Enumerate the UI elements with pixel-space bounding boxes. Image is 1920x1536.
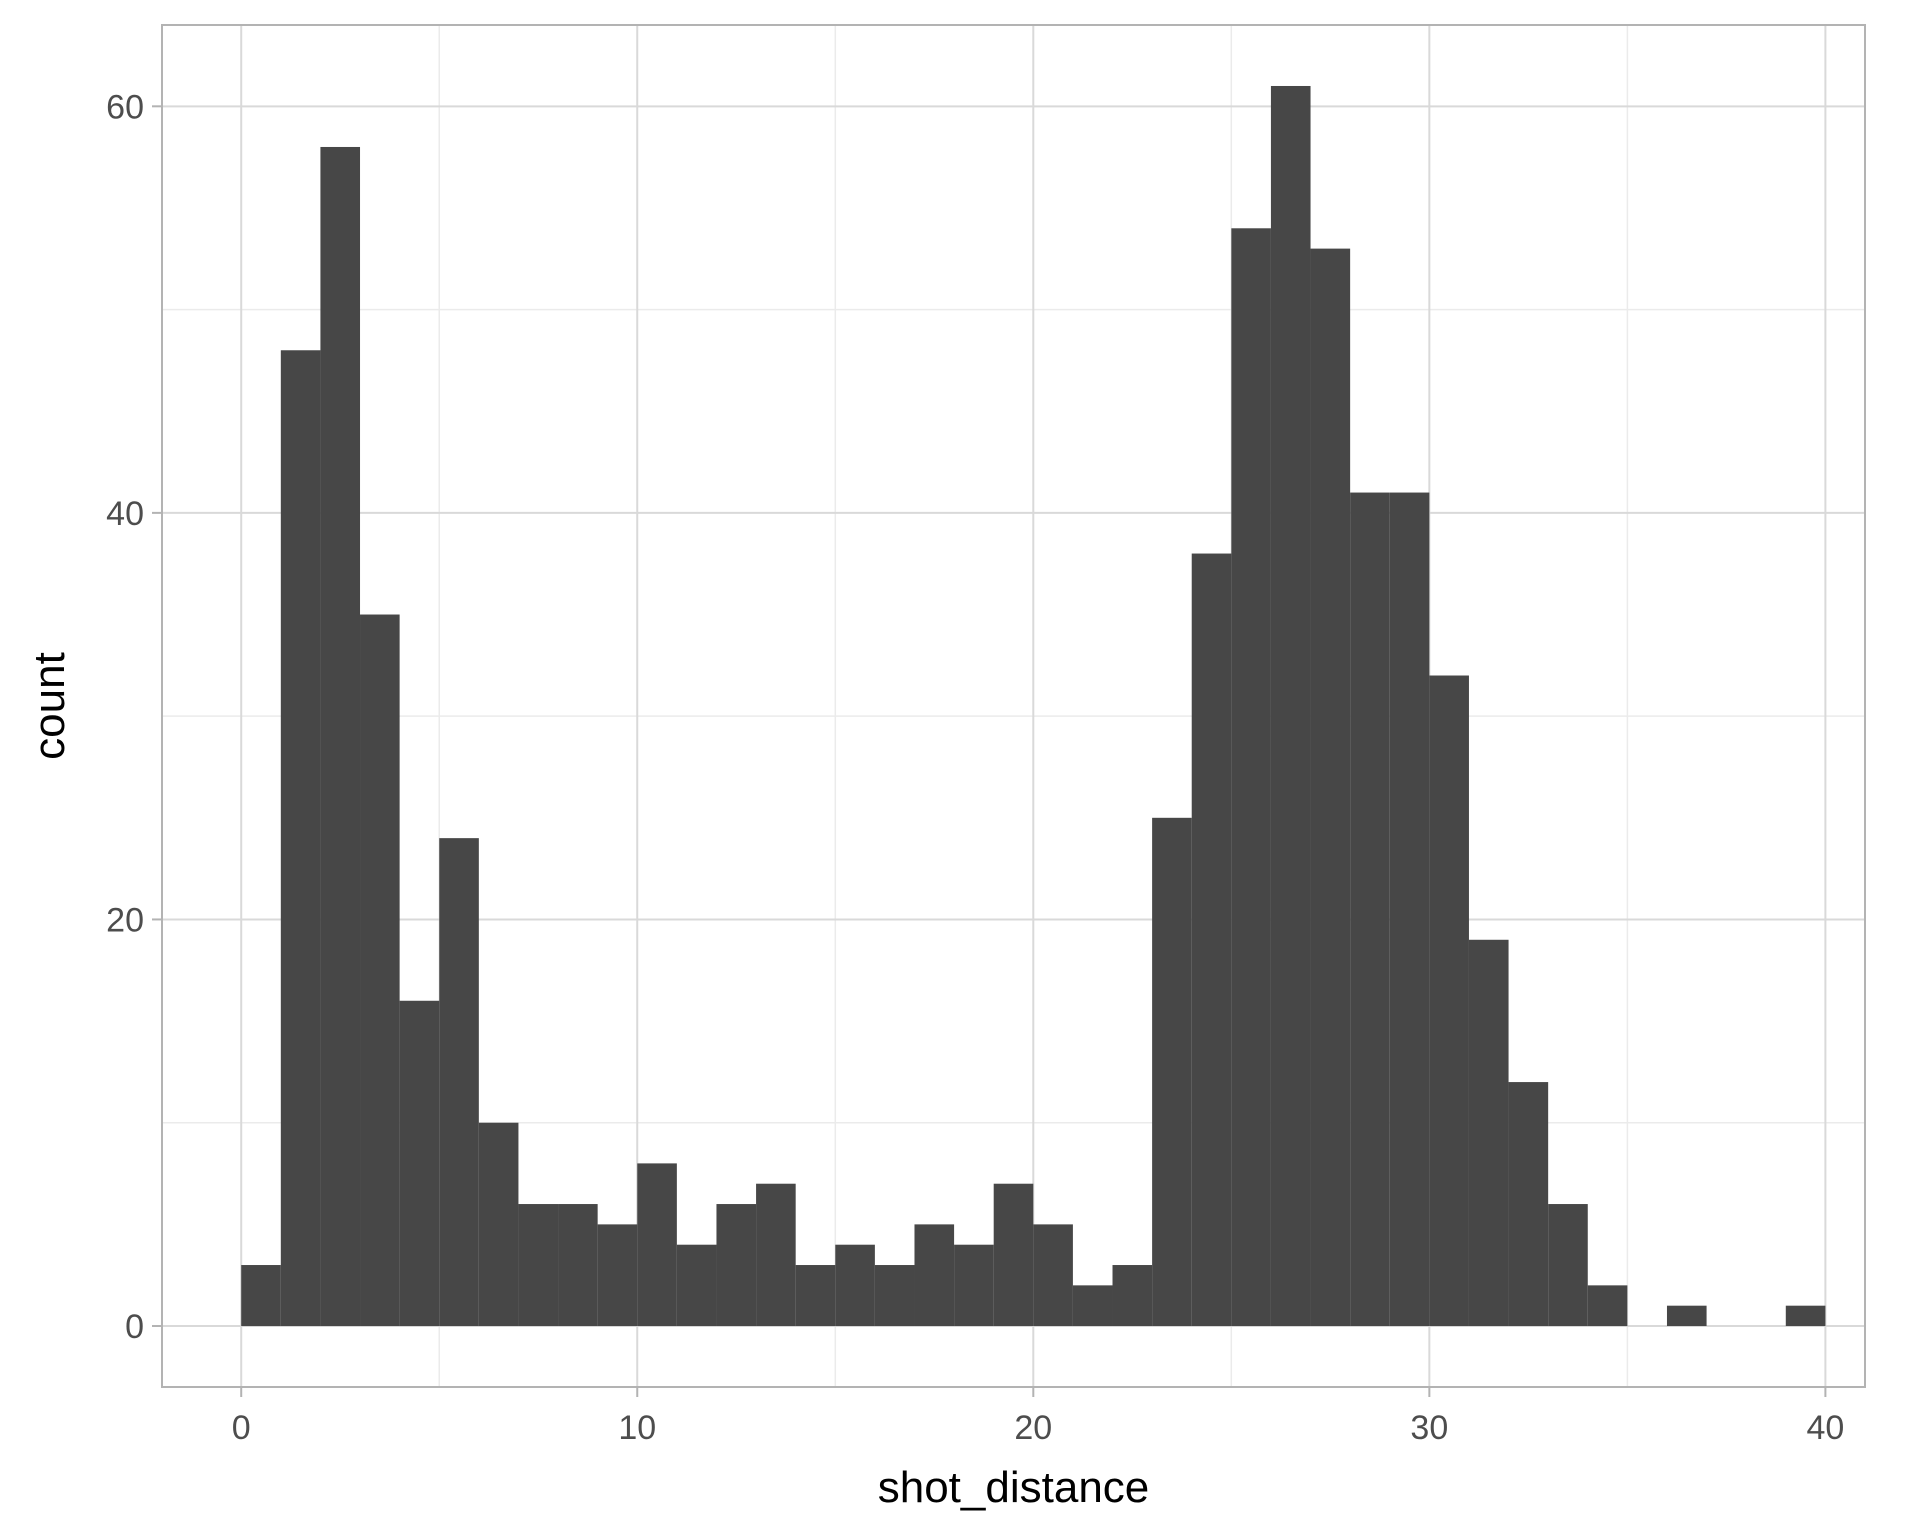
x-axis-ticks xyxy=(240,1387,1827,1397)
histogram-bar xyxy=(954,1244,994,1327)
y-axis-tick-label: 60 xyxy=(106,88,144,126)
histogram-bar xyxy=(637,1163,677,1327)
y-axis-tick-label: 40 xyxy=(106,495,144,533)
histogram-bar xyxy=(676,1244,717,1327)
y-axis-title: count xyxy=(25,652,74,760)
histogram-bar xyxy=(558,1204,598,1327)
histogram-bar xyxy=(1785,1305,1826,1327)
histogram-bar xyxy=(716,1204,757,1327)
histogram-bar xyxy=(795,1265,836,1327)
histogram-bar xyxy=(597,1224,638,1327)
y-axis-ticks xyxy=(152,105,162,1328)
histogram-bar xyxy=(1587,1285,1628,1327)
histogram-bar xyxy=(478,1122,519,1327)
histogram-bar xyxy=(1666,1305,1707,1327)
y-axis-tick-labels: 0 20 40 60 xyxy=(106,88,144,1346)
histogram-bar xyxy=(1112,1265,1153,1327)
x-axis-tick-label: 0 xyxy=(232,1409,251,1447)
x-axis-tick-label: 10 xyxy=(618,1409,656,1447)
histogram-bar xyxy=(914,1224,955,1327)
histogram-bar xyxy=(360,614,400,1327)
x-axis-title: shot_distance xyxy=(878,1463,1150,1512)
histogram-bar xyxy=(874,1265,915,1327)
y-axis-tick-label: 0 xyxy=(125,1308,144,1346)
histogram-bar xyxy=(1270,85,1311,1327)
histogram-bar xyxy=(835,1244,875,1327)
histogram-bar xyxy=(1033,1224,1073,1327)
histogram-bar xyxy=(756,1183,796,1327)
histogram-bar xyxy=(1429,675,1469,1327)
histogram-bar xyxy=(1310,248,1351,1327)
histogram-bar xyxy=(399,1000,440,1327)
histogram-bar xyxy=(1548,1204,1588,1327)
histogram-bar xyxy=(1468,939,1509,1327)
histogram-bar xyxy=(1152,817,1192,1327)
bars xyxy=(241,85,1826,1327)
x-axis-tick-label: 30 xyxy=(1410,1409,1448,1447)
x-axis-tick-label: 20 xyxy=(1014,1409,1052,1447)
histogram-bar xyxy=(1191,553,1232,1327)
histogram-bar xyxy=(439,838,479,1327)
histogram-bar xyxy=(1231,228,1271,1327)
x-axis-tick-labels: 0 10 20 30 40 xyxy=(232,1409,1845,1447)
histogram-bar xyxy=(1389,492,1430,1327)
histogram-bar xyxy=(1072,1285,1113,1327)
histogram-bar xyxy=(1350,492,1390,1327)
histogram-bar xyxy=(280,350,321,1327)
y-axis-tick-label: 20 xyxy=(106,901,144,939)
histogram-bar xyxy=(993,1183,1034,1327)
histogram-bar xyxy=(241,1265,281,1327)
panel-border xyxy=(161,24,1866,1388)
histogram-bar xyxy=(1508,1082,1549,1327)
histogram-bar xyxy=(320,146,361,1327)
histogram-bar xyxy=(518,1204,559,1327)
x-axis-tick-label: 40 xyxy=(1806,1409,1844,1447)
